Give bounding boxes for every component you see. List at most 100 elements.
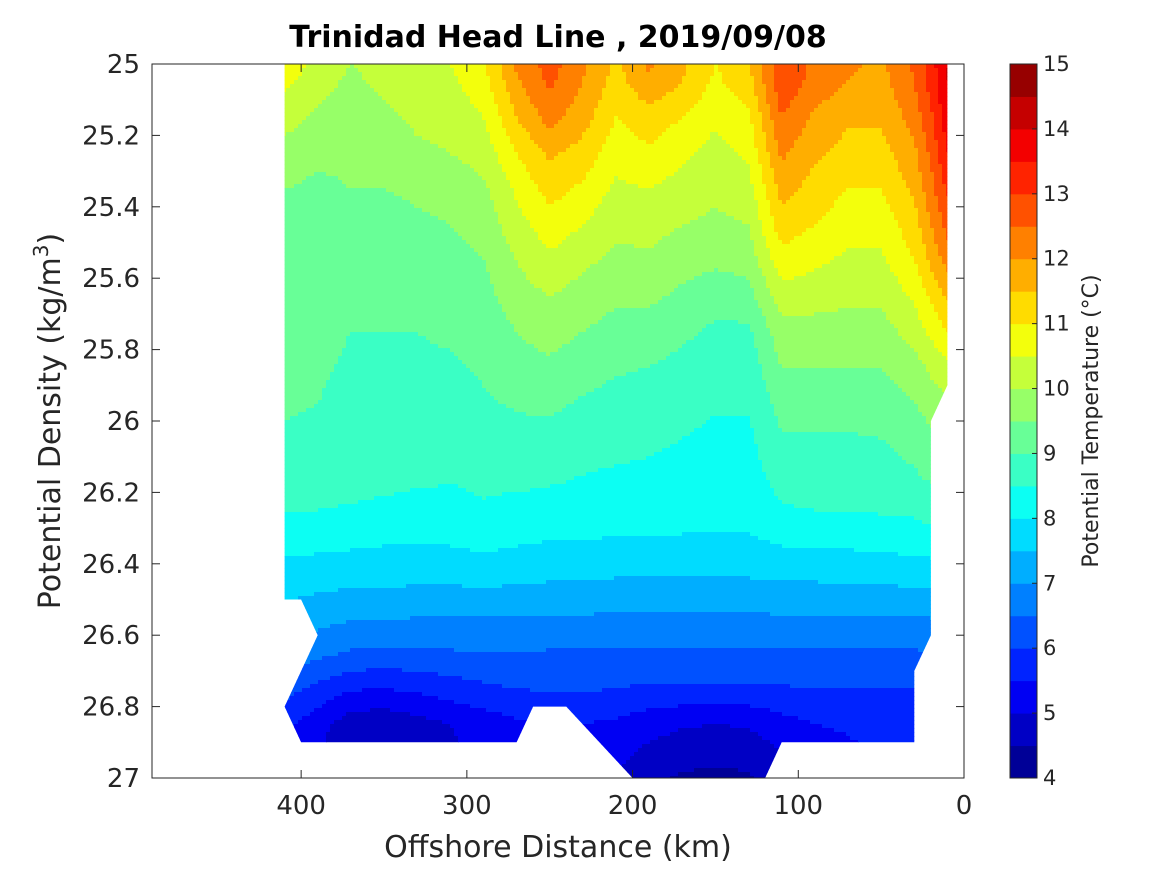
contour-band-cell xyxy=(554,80,583,85)
contour-band-cell xyxy=(794,236,903,241)
contour-band-cell xyxy=(758,256,771,261)
contour-band-cell xyxy=(702,424,751,429)
contour-band-cell xyxy=(494,284,535,289)
contour-band-cell xyxy=(946,228,948,233)
contour-band-cell xyxy=(654,100,699,105)
contour-band-cell xyxy=(402,668,948,673)
contour-band-cell xyxy=(758,452,899,457)
colorbar-segment xyxy=(1010,258,1037,292)
contour-band-cell xyxy=(338,588,935,593)
contour-band-cell xyxy=(526,272,583,277)
contour-band-cell xyxy=(518,544,783,549)
contour-band-cell xyxy=(490,196,515,201)
contour-band-cell xyxy=(774,336,903,341)
contour-band-cell xyxy=(630,712,783,717)
contour-band-cell xyxy=(750,576,948,581)
contour-band-cell xyxy=(284,284,495,289)
contour-band-cell xyxy=(802,180,907,185)
contour-band-cell xyxy=(930,224,943,229)
contour-band-cell xyxy=(774,80,803,85)
contour-band-cell xyxy=(882,308,919,313)
contour-band-cell xyxy=(770,612,948,617)
contour-band-cell xyxy=(326,172,479,177)
contour-band-cell xyxy=(522,160,595,165)
contour-band-cell xyxy=(486,184,511,189)
contour-band-cell xyxy=(586,128,611,133)
contour-band-cell xyxy=(638,184,655,189)
contour-band-cell xyxy=(934,380,948,385)
contour-band-cell xyxy=(284,676,331,681)
contour-band-cell xyxy=(846,188,883,193)
contour-band-cell xyxy=(646,64,655,69)
contour-band-cell xyxy=(646,708,771,713)
contour-band-cell xyxy=(622,120,679,125)
contour-band-cell xyxy=(882,368,927,373)
contour-band-cell xyxy=(750,72,763,77)
contour-band-cell xyxy=(926,88,939,93)
contour-band-cell xyxy=(486,72,503,77)
contour-band-cell xyxy=(294,692,343,697)
contour-band-cell xyxy=(284,384,327,389)
contour-band-cell xyxy=(774,228,807,233)
contour-band-cell xyxy=(758,152,771,157)
contour-band-cell xyxy=(534,228,579,233)
contour-band-cell xyxy=(766,240,783,245)
contour-band-cell xyxy=(602,96,639,101)
contour-band-cell xyxy=(926,364,948,369)
contour-band-cell xyxy=(914,304,935,309)
x-tick-label: 200 xyxy=(608,791,658,821)
contour-band-cell xyxy=(922,360,948,365)
contour-band-cell xyxy=(882,128,911,133)
contour-band-cell xyxy=(518,152,547,157)
contour-band-cell xyxy=(284,364,335,369)
contour-band-cell xyxy=(838,88,895,93)
contour-band-cell xyxy=(284,352,343,357)
contour-band-cell xyxy=(486,260,519,265)
contour-band-cell xyxy=(938,84,948,89)
contour-band-cell xyxy=(284,276,491,281)
contour-band-cell xyxy=(284,536,603,541)
contour-band-cell xyxy=(766,236,779,241)
contour-band-cell xyxy=(762,112,771,117)
contour-band-cell xyxy=(926,288,943,293)
contour-band-cell xyxy=(702,272,735,277)
x-tick-label: 300 xyxy=(442,791,492,821)
contour-band-cell xyxy=(918,168,931,173)
contour-band-cell xyxy=(754,252,771,257)
contour-band-cell xyxy=(686,72,715,77)
contour-band-cell xyxy=(610,248,755,253)
contour-band-cell xyxy=(702,724,731,729)
contour-band-cell xyxy=(486,388,595,393)
contour-band-cell xyxy=(366,668,403,673)
contour-band-cell xyxy=(810,116,903,121)
contour-band-cell xyxy=(762,364,783,369)
contour-band-cell xyxy=(694,276,747,281)
contour-band-cell xyxy=(594,164,683,169)
contour-band-cell xyxy=(454,68,487,73)
contour-band-cell xyxy=(284,588,339,593)
contour-band-cell xyxy=(778,100,791,105)
contour-band-cell xyxy=(474,492,503,497)
contour-band-cell xyxy=(550,352,671,357)
contour-band-cell xyxy=(370,708,391,713)
contour-band-cell xyxy=(422,136,491,141)
contour-band-cell xyxy=(482,112,499,117)
contour-band-cell xyxy=(470,244,511,249)
contour-band-cell xyxy=(284,336,347,341)
contour-band-cell xyxy=(590,324,707,329)
contour-band-cell xyxy=(926,328,947,333)
contour-band-cell xyxy=(310,632,948,637)
contour-band-cell xyxy=(626,80,683,85)
contour-band-cell xyxy=(414,204,495,209)
contour-band-cell xyxy=(284,292,495,297)
contour-band-cell xyxy=(846,80,891,85)
contour-band-cell xyxy=(750,172,763,177)
contour-band-cell xyxy=(284,688,303,693)
contour-band-cell xyxy=(890,84,915,89)
contour-band-cell xyxy=(770,212,827,217)
contour-band-cell xyxy=(622,768,695,773)
contour-band-cell xyxy=(494,204,519,209)
contour-band-cell xyxy=(338,80,367,85)
contour-band-cell xyxy=(534,104,571,109)
contour-band-cell xyxy=(774,132,803,137)
